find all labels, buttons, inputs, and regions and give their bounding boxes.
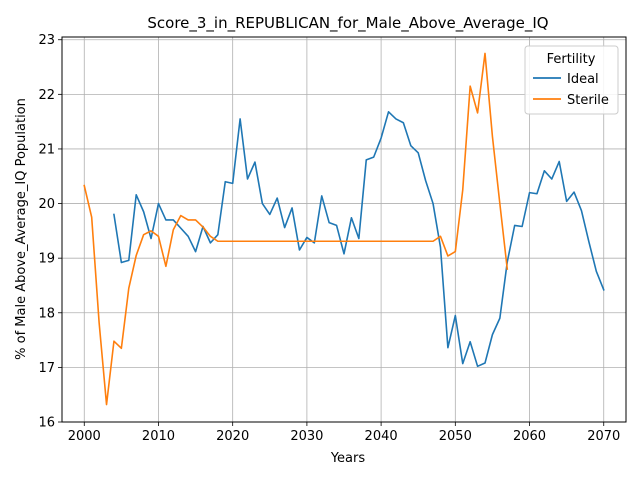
x-tick-label: 2000 xyxy=(68,429,101,444)
chart-title: Score_3_in_REPUBLICAN_for_Male_Above_Ave… xyxy=(147,14,548,33)
y-tick-label: 17 xyxy=(38,361,55,376)
y-tick-label: 16 xyxy=(38,416,55,431)
y-axis-label: % of Male Above_Average_IQ Population xyxy=(14,98,29,360)
x-axis-label: Years xyxy=(330,451,366,466)
x-tick-label: 2070 xyxy=(587,429,620,444)
x-tick-label: 2020 xyxy=(216,429,249,444)
series-group xyxy=(83,52,605,406)
y-axis: 16 17 18 19 20 21 22 23 xyxy=(38,33,62,431)
x-tick-label: 2010 xyxy=(142,429,175,444)
x-tick-label: 2050 xyxy=(439,429,472,444)
series-line-ideal xyxy=(113,111,605,368)
legend-label-sterile: Sterile xyxy=(567,93,609,108)
y-tick-label: 21 xyxy=(38,142,55,157)
legend-label-ideal: Ideal xyxy=(567,72,599,87)
x-tick-label: 2060 xyxy=(513,429,546,444)
y-tick-label: 19 xyxy=(38,252,55,267)
y-tick-label: 22 xyxy=(38,88,55,103)
legend-box xyxy=(524,45,619,115)
x-axis: 2000 2010 2020 2030 2040 2050 2060 2070 xyxy=(68,422,620,444)
legend: Fertility Ideal Sterile xyxy=(524,45,619,115)
plot-frame xyxy=(61,36,627,423)
y-tick-label: 20 xyxy=(38,197,55,212)
x-tick-label: 2040 xyxy=(365,429,398,444)
x-tick-label: 2030 xyxy=(290,429,323,444)
y-tick-label: 18 xyxy=(38,306,55,321)
y-tick-label: 23 xyxy=(38,33,55,48)
legend-title: Fertility xyxy=(547,52,596,67)
series-line-sterile xyxy=(83,52,509,406)
